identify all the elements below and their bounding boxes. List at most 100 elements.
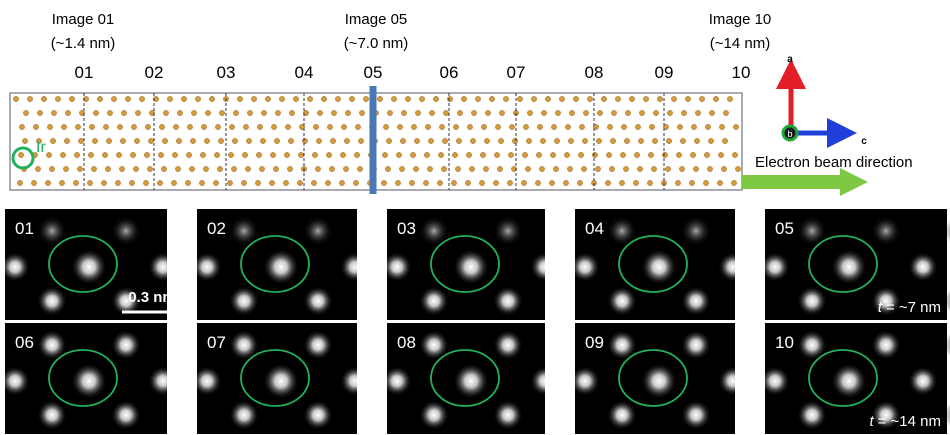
- atom: [694, 138, 699, 143]
- panel-label: 04: [585, 219, 604, 238]
- atom: [527, 110, 532, 115]
- panel-clip: [0, 208, 5, 321]
- atom: [651, 166, 656, 171]
- atom: [326, 152, 331, 157]
- atom: [677, 124, 682, 129]
- atom-spot: [419, 400, 449, 430]
- atom: [625, 110, 630, 115]
- atom: [228, 152, 233, 157]
- slice-label: 08: [585, 63, 604, 82]
- atom: [592, 152, 597, 157]
- atom: [447, 96, 452, 101]
- atom: [493, 180, 498, 185]
- atom: [247, 110, 252, 115]
- slice-label: 01: [75, 63, 94, 82]
- atom: [657, 96, 662, 101]
- atom-spot: [37, 286, 67, 316]
- panel-label: 10: [775, 333, 794, 352]
- atom: [35, 166, 40, 171]
- element-label: Ir: [36, 139, 46, 156]
- atom: [317, 110, 322, 115]
- atom: [285, 124, 290, 129]
- atom: [717, 180, 722, 185]
- atom: [133, 166, 138, 171]
- marker-depth: (~7.0 nm): [344, 35, 409, 52]
- atom: [145, 124, 150, 129]
- atom: [643, 96, 648, 101]
- atom: [229, 124, 234, 129]
- atom: [88, 152, 93, 157]
- atom: [399, 166, 404, 171]
- atom: [55, 96, 60, 101]
- atom-spot: [453, 249, 489, 285]
- atom: [270, 152, 275, 157]
- atom: [695, 110, 700, 115]
- atom: [177, 110, 182, 115]
- atom: [246, 138, 251, 143]
- atom: [355, 124, 360, 129]
- atom-spot: [111, 216, 141, 246]
- atom: [284, 152, 289, 157]
- atom: [718, 152, 723, 157]
- atom: [203, 166, 208, 171]
- atom: [92, 138, 97, 143]
- atom-spot: [871, 216, 901, 246]
- atom: [451, 180, 456, 185]
- atom: [102, 152, 107, 157]
- atom: [509, 124, 514, 129]
- atom: [171, 180, 176, 185]
- atom: [232, 138, 237, 143]
- atom: [623, 166, 628, 171]
- atom: [587, 96, 592, 101]
- panel-label: 05: [775, 219, 794, 238]
- atom: [33, 124, 38, 129]
- atom: [425, 124, 430, 129]
- atom: [363, 96, 368, 101]
- atom: [508, 152, 513, 157]
- atom: [288, 138, 293, 143]
- atom: [535, 180, 540, 185]
- atom: [107, 110, 112, 115]
- atom: [690, 152, 695, 157]
- atom: [442, 138, 447, 143]
- atom: [423, 180, 428, 185]
- atom: [181, 96, 186, 101]
- atom: [59, 180, 64, 185]
- atom: [129, 180, 134, 185]
- atom: [201, 124, 206, 129]
- atom: [243, 124, 248, 129]
- panel-clip: [357, 208, 387, 321]
- atom: [665, 166, 670, 171]
- atom: [74, 152, 79, 157]
- marker-title: Image 05: [345, 11, 408, 28]
- image-panels: 01020304050607080910: [0, 208, 950, 435]
- panel-clip: [0, 322, 5, 435]
- atom: [579, 124, 584, 129]
- atom-spot: [831, 249, 867, 285]
- atom-spot: [303, 286, 333, 316]
- atom: [531, 96, 536, 101]
- atom-spot: [111, 400, 141, 430]
- atom: [647, 180, 652, 185]
- atom: [680, 138, 685, 143]
- atom-spot: [229, 400, 259, 430]
- atom: [495, 124, 500, 129]
- atom: [61, 124, 66, 129]
- atom: [648, 152, 653, 157]
- atom: [555, 110, 560, 115]
- atom: [50, 138, 55, 143]
- atom: [215, 124, 220, 129]
- atom: [499, 110, 504, 115]
- atom: [185, 180, 190, 185]
- atom: [441, 166, 446, 171]
- axis-label: c: [861, 136, 867, 147]
- atom: [111, 96, 116, 101]
- atom: [173, 124, 178, 129]
- atom: [676, 152, 681, 157]
- atom: [144, 152, 149, 157]
- atom: [63, 166, 68, 171]
- atom-spot: [493, 400, 523, 430]
- atom-spot: [831, 363, 867, 399]
- atom: [255, 180, 260, 185]
- atom: [479, 180, 484, 185]
